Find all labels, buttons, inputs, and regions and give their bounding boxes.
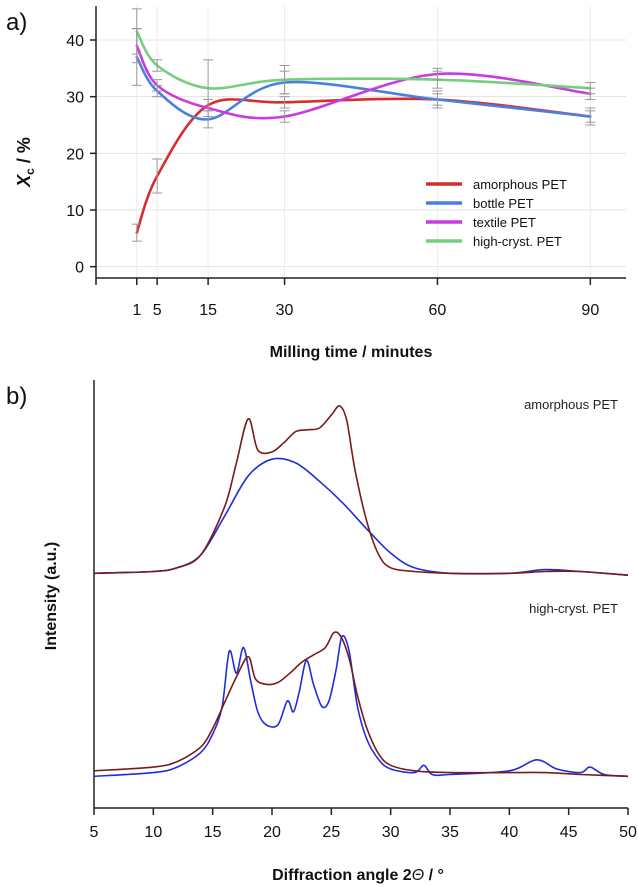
legend-label: bottle PET [473,196,534,211]
error-bars [131,8,596,242]
y-axis-symbol: X [14,174,34,188]
y-tick-label: 0 [75,260,84,277]
x-axis-title-text: Diffraction angle 2 [272,867,412,884]
y-tick-label: 40 [66,33,84,50]
x-tick-label: 15 [199,302,217,319]
crystallinity-chart: 0 10 20 30 40 1 5 15 30 60 90 amorphous PET bottle… [14,6,626,361]
x-tick-label: 5 [153,302,162,319]
x-tick-label: 60 [429,302,447,319]
legend-label: high-cryst. PET [473,234,562,249]
pattern-1-1 [93,631,629,778]
y-tick-labels: 0 10 20 30 40 [66,33,84,277]
x-tick-label: 90 [581,302,599,319]
sample-label-amorphous: amorphous PET [524,397,618,412]
pattern-0-0 [93,457,629,576]
x-axis-title: Milling time / minutes [270,344,433,361]
x-tick-label: 30 [382,824,400,841]
x-tick-label: 20 [263,824,281,841]
axes [90,6,626,285]
x-tick-labels: 5 10 15 20 25 30 35 40 45 50 [90,824,637,841]
x-tick-label: 30 [276,302,294,319]
x-tick-label: 5 [90,824,99,841]
panel-label-a: a) [6,9,27,36]
x-tick-label: 1 [132,302,141,319]
x-tick-label: 25 [322,824,340,841]
y-tick-label: 30 [66,90,84,107]
x-tick-label: 15 [204,824,222,841]
panel-label-b: b) [6,383,27,410]
x-tick-label: 50 [619,824,637,841]
axes [93,380,629,815]
y-axis-title: Intensity (a.u.) [43,542,60,650]
x-axis-unit: / ° [424,867,444,884]
legend-label: amorphous PET [473,177,567,192]
sample-label-high-cryst: high-cryst. PET [529,601,618,616]
x-tick-label: 40 [500,824,518,841]
xrd-chart: 5 10 15 20 25 30 35 40 45 50 amorphous PET high-c… [43,380,637,884]
x-tick-label: 10 [144,824,162,841]
pattern-1-0 [93,635,629,778]
y-axis-subscript: c [23,168,37,175]
legend: amorphous PET bottle PET textile PET high-c… [426,177,567,249]
pattern-0-1 [93,405,629,576]
y-axis-unit: / % [14,137,34,168]
x-tick-labels: 1 5 15 30 60 90 [132,302,599,319]
x-axis-theta-symbol: Θ [412,867,424,884]
x-axis-title: Diffraction angle 2Θ / ° [272,867,444,884]
y-tick-label: 20 [66,146,84,163]
legend-label: textile PET [473,215,536,230]
y-tick-label: 10 [66,203,84,220]
diffraction-patterns [93,405,629,778]
x-tick-label: 35 [441,824,459,841]
y-axis-title: Xc / % [14,137,37,188]
x-tick-label: 45 [560,824,578,841]
